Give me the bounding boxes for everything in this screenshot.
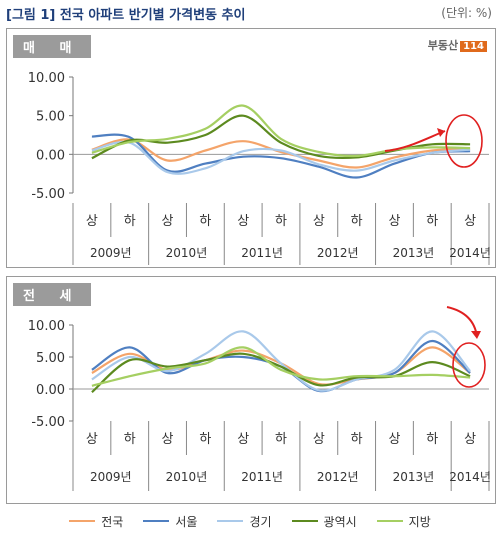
logo: 부동산 114 xyxy=(428,37,487,53)
x-half-label: 하 xyxy=(199,214,211,229)
legend-swatch xyxy=(217,520,244,522)
panel-label-sale: 매 매 xyxy=(13,35,92,58)
x-half-label: 하 xyxy=(199,432,211,447)
x-year-label: 2012년 xyxy=(317,470,359,484)
x-half-label: 하 xyxy=(275,432,287,447)
x-half-label: 상 xyxy=(313,214,325,229)
logo-box: 114 xyxy=(460,41,487,52)
y-tick-label: 5.00 xyxy=(36,110,65,125)
x-half-label: 하 xyxy=(351,214,363,229)
y-tick-label: 0.00 xyxy=(36,383,65,398)
legend-item: 서울 xyxy=(143,513,197,530)
x-half-label: 상 xyxy=(86,214,98,229)
panel-label-jeonse: 전 세 xyxy=(13,283,92,306)
x-year-label: 2013년 xyxy=(393,470,435,484)
x-year-label: 2009년 xyxy=(90,246,132,260)
y-tick-label: 0.00 xyxy=(36,148,65,163)
series-line-서울 xyxy=(91,133,471,179)
y-tick-label: -5.00 xyxy=(31,187,65,202)
figure-title: [그림 1] 전국 아파트 반기별 가격변동 추이 xyxy=(6,8,246,23)
x-half-label: 상 xyxy=(313,432,325,447)
legend-item: 전국 xyxy=(69,513,123,530)
legend-item: 지방 xyxy=(376,513,431,530)
unit-label: (단위: %) xyxy=(441,6,492,20)
sale-price-panel: 매 매 부동산 114 10.00 5.00 0.00 -5.00 상 하 상 하 상 하 상 하 상 하 상… xyxy=(6,28,496,268)
x-half-label: 하 xyxy=(426,214,438,229)
x-year-label: 2009년 xyxy=(90,470,132,484)
x-half-label: 상 xyxy=(388,432,400,447)
x-half-label: 하 xyxy=(351,432,363,447)
legend-label: 경기 xyxy=(249,514,272,529)
legend-item: 광역시 xyxy=(291,513,357,530)
jeonse-panel: 전 세 10.00 5.00 0.00 -5.00 상 하 상 하 상 하 상 하 상 하 상 2009년 20… xyxy=(6,276,496,504)
x-half-label: 하 xyxy=(426,432,438,447)
x-year-label: 2011년 xyxy=(241,246,283,260)
y-tick-label: -5.00 xyxy=(31,415,65,430)
x-year-label: 2010년 xyxy=(166,246,208,260)
series-line-광역시 xyxy=(91,352,471,394)
x-half-label: 상 xyxy=(86,432,98,447)
logo-text: 부동산 xyxy=(427,39,459,52)
series-line-경기 xyxy=(91,140,471,175)
jeonse-chart: 10.00 5.00 0.00 -5.00 상 하 상 하 상 하 상 하 상 하 상 2009년 2010년 2… xyxy=(28,306,491,491)
legend-item: 경기 xyxy=(217,513,272,530)
highlight-arrowhead xyxy=(437,128,445,137)
series-line-지방 xyxy=(91,346,471,387)
x-half-label: 상 xyxy=(237,432,249,447)
series-line-경기 xyxy=(91,330,471,392)
x-half-label: 상 xyxy=(464,432,476,447)
series-line-전국 xyxy=(91,138,471,169)
x-half-label: 상 xyxy=(464,214,476,229)
x-year-label: 2013년 xyxy=(393,246,435,260)
series-line-지방 xyxy=(91,104,471,158)
highlight-circle xyxy=(452,342,486,388)
x-half-label: 하 xyxy=(275,214,287,229)
x-half-label: 하 xyxy=(124,432,136,447)
legend-label: 광역시 xyxy=(323,514,357,529)
y-tick-label: 10.00 xyxy=(28,319,65,334)
x-year-label: 2014년 xyxy=(449,470,491,484)
x-half-label: 상 xyxy=(388,214,400,229)
legend-label: 전국 xyxy=(101,514,124,529)
x-year-label: 2014년 xyxy=(449,246,491,260)
legend-label: 지방 xyxy=(408,514,431,529)
x-half-label: 상 xyxy=(162,432,174,447)
legend: 전국 서울 경기 광역시 지방 xyxy=(0,508,500,534)
x-half-label: 하 xyxy=(124,214,136,229)
legend-swatch xyxy=(69,520,96,522)
highlight-arrowhead xyxy=(471,331,481,339)
y-tick-label: 5.00 xyxy=(36,351,65,366)
x-half-label: 상 xyxy=(162,214,174,229)
legend-swatch xyxy=(143,520,170,522)
sale-price-chart: 10.00 5.00 0.00 -5.00 상 하 상 하 상 하 상 하 상 하 상 2009년 2010년 2… xyxy=(28,71,491,265)
legend-swatch xyxy=(291,520,318,522)
x-half-label: 상 xyxy=(237,214,249,229)
x-year-label: 2011년 xyxy=(241,470,283,484)
legend-label: 서울 xyxy=(175,514,198,529)
legend-swatch xyxy=(376,520,403,522)
highlight-circle xyxy=(445,114,483,168)
y-tick-label: 10.00 xyxy=(28,71,65,86)
x-year-label: 2012년 xyxy=(317,246,359,260)
x-year-label: 2010년 xyxy=(166,470,208,484)
